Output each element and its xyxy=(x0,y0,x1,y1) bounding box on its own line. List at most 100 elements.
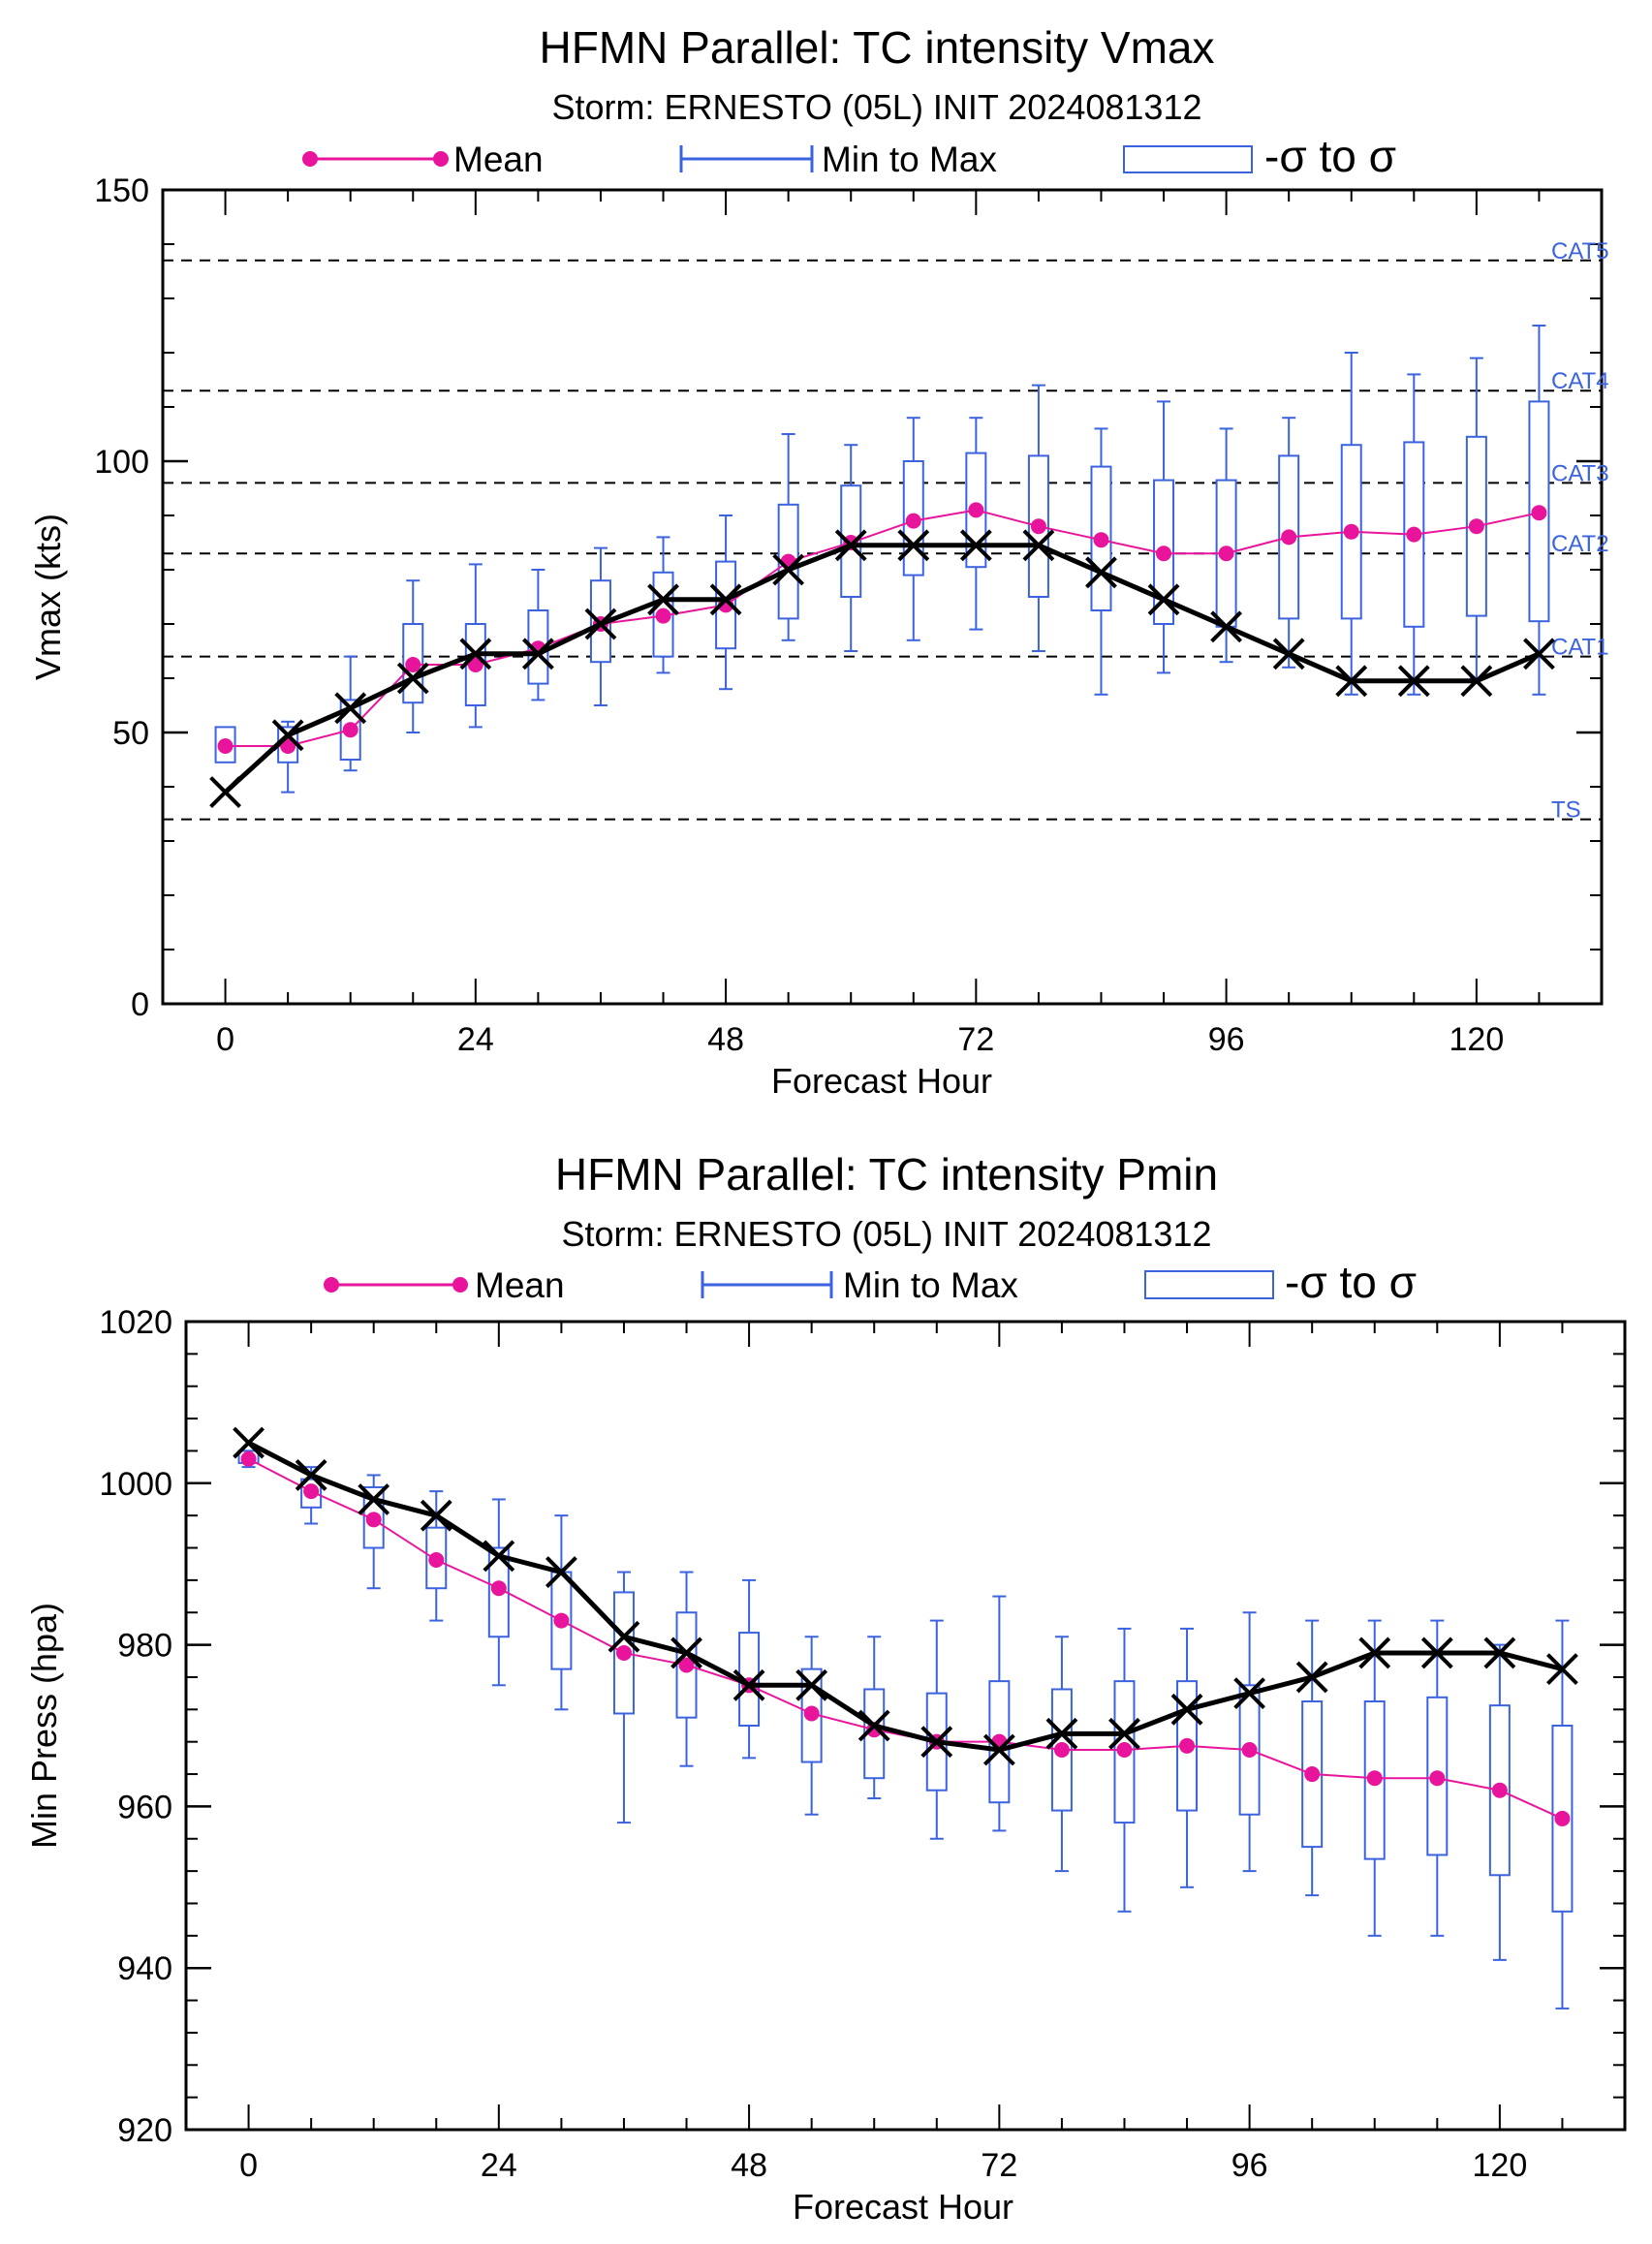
observed-marker xyxy=(982,1733,1015,1766)
mean-point xyxy=(1093,532,1109,548)
mean-point xyxy=(1030,518,1046,535)
legend-mean-label: Mean xyxy=(453,140,544,179)
x-tick-label: 0 xyxy=(216,1021,234,1058)
mean-point xyxy=(905,513,921,529)
observed-marker-stroke xyxy=(1460,665,1493,698)
observed-marker-stroke xyxy=(1523,638,1555,670)
mean-point xyxy=(467,657,483,672)
observed-marker xyxy=(521,638,554,670)
mean-point xyxy=(490,1580,507,1597)
y-tick-label: 940 xyxy=(117,1950,172,1987)
observed-marker xyxy=(1147,583,1180,616)
category-label: CAT4 xyxy=(1551,368,1609,394)
observed-marker-stroke xyxy=(1045,1717,1078,1750)
legend: Mean Min to Max -σ to σ xyxy=(302,131,1396,181)
chart-subtitle: Storm: ERNESTO (05L) INIT 2024081312 xyxy=(562,1214,1212,1254)
mean-point xyxy=(553,1612,570,1629)
legend-sigma-marker xyxy=(1123,145,1253,173)
observed-marker-stroke xyxy=(233,1426,265,1459)
observed-marker xyxy=(420,1499,452,1532)
observed-marker-stroke xyxy=(920,1726,953,1759)
chart-vmax: HFMN Parallel: TC intensity Vmax Storm: … xyxy=(28,22,1609,1101)
legend-sigma-marker xyxy=(1144,1270,1274,1299)
mean-point xyxy=(1304,1766,1321,1783)
chart-title: HFMN Parallel: TC intensity Pmin xyxy=(555,1149,1218,1200)
observed-marker xyxy=(209,776,241,809)
observed-marker xyxy=(483,1540,515,1573)
category-label: CAT3 xyxy=(1551,460,1609,486)
plot-frame xyxy=(161,188,1604,1006)
x-axis-label: Forecast Hour xyxy=(771,1061,992,1101)
observed-marker-stroke xyxy=(834,529,867,562)
chart-subtitle: Storm: ERNESTO (05L) INIT 2024081312 xyxy=(552,87,1202,127)
observed-marker xyxy=(1335,665,1368,698)
observed-marker xyxy=(459,638,492,670)
observed-marker-stroke xyxy=(1420,1636,1453,1669)
observed-marker xyxy=(295,1459,327,1491)
plot-area: 0 50 100 150 0 24 48 72 96 120 TS CAT1 CAT2 CAT3 CAT4 C… xyxy=(94,172,1608,1058)
legend-mean-marker xyxy=(302,151,449,167)
observed-marker-stroke xyxy=(959,529,992,562)
observed-marker xyxy=(1483,1636,1516,1669)
plot-area: 920 940 960 980 1000 1020 0 24 48 72 96 120 xyxy=(99,1304,1626,2184)
mean-point xyxy=(655,608,671,624)
observed-marker xyxy=(732,1668,765,1701)
chart-title: HFMN Parallel: TC intensity Vmax xyxy=(540,22,1215,73)
legend-sigma-label: -σ to σ xyxy=(1264,131,1396,181)
observed-marker-stroke xyxy=(459,638,492,670)
y-tick-label: 100 xyxy=(94,444,149,481)
mean-point xyxy=(1366,1770,1383,1787)
observed-marker-stroke xyxy=(545,1556,577,1588)
observed-marker xyxy=(1420,1636,1453,1669)
y-tick-label: 0 xyxy=(131,986,149,1023)
observed-marker xyxy=(1272,638,1305,670)
mean-point xyxy=(428,1552,445,1569)
observed-marker xyxy=(1045,1717,1078,1750)
observed-marker-stroke xyxy=(420,1499,452,1532)
plot-frame xyxy=(184,1320,1627,2132)
x-tick-label: 96 xyxy=(1208,1021,1245,1058)
mean-point xyxy=(1429,1770,1446,1787)
x-tick-label: 72 xyxy=(981,2147,1017,2184)
mean-point xyxy=(1053,1742,1070,1759)
mean-point xyxy=(1491,1782,1508,1798)
mean-point xyxy=(1218,545,1234,562)
observed-marker xyxy=(1397,665,1430,698)
x-tick-label: 72 xyxy=(957,1021,994,1058)
observed-line xyxy=(247,1440,1564,1753)
observed-marker xyxy=(1358,1636,1391,1669)
mean-point xyxy=(280,738,296,754)
observed-marker-stroke xyxy=(1170,1693,1203,1726)
observed-marker-stroke xyxy=(1546,1653,1578,1686)
x-tick-label: 48 xyxy=(707,1021,744,1058)
observed-marker xyxy=(271,719,304,752)
x-tick-label: 120 xyxy=(1449,1021,1505,1058)
observed-marker xyxy=(608,1620,640,1653)
legend: Mean Min to Max -σ to σ xyxy=(324,1257,1417,1307)
observed-marker-stroke xyxy=(857,1709,890,1742)
observed-marker-stroke xyxy=(1210,610,1243,643)
observed-marker-stroke xyxy=(772,553,805,586)
observed-marker xyxy=(545,1556,577,1588)
mean-point xyxy=(1156,545,1172,562)
legend-mean-label: Mean xyxy=(475,1265,565,1305)
x-axis-label: Forecast Hour xyxy=(793,2187,1013,2227)
observed-marker xyxy=(709,583,742,616)
category-label: TS xyxy=(1551,797,1581,824)
observed-marker xyxy=(795,1668,828,1701)
mean-point xyxy=(1179,1737,1196,1754)
observed-marker-stroke xyxy=(1108,1717,1140,1750)
observed-marker-stroke xyxy=(1335,665,1368,698)
observed-marker-stroke xyxy=(982,1733,1015,1766)
observed-marker-stroke xyxy=(709,583,742,616)
mean-point xyxy=(1406,526,1422,543)
observed-marker xyxy=(358,1483,390,1515)
observed-marker xyxy=(233,1426,265,1459)
observed-marker xyxy=(334,692,367,725)
mean-point xyxy=(1468,518,1484,535)
observed-marker xyxy=(1460,665,1493,698)
observed-marker-stroke xyxy=(1483,1636,1516,1669)
mean-point xyxy=(615,1644,632,1661)
chart-pmin: HFMN Parallel: TC intensity Pmin Storm: … xyxy=(24,1149,1627,2227)
